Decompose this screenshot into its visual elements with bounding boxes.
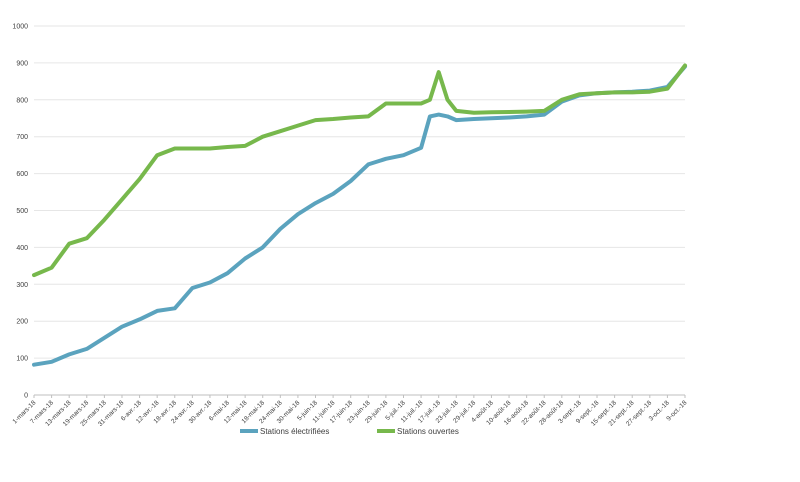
y-tick-label: 800 <box>16 97 28 104</box>
y-tick-label: 1000 <box>12 24 28 31</box>
y-tick-label: 0 <box>24 393 28 400</box>
series-line-opened <box>32 63 687 278</box>
y-tick-label: 100 <box>16 356 28 363</box>
y-tick-label: 700 <box>16 134 28 141</box>
gridlines <box>34 25 685 359</box>
y-tick-label: 400 <box>16 245 28 252</box>
y-tick-label: 200 <box>16 319 28 326</box>
y-tick-label: 300 <box>16 282 28 289</box>
series-line-electrified <box>32 64 687 367</box>
series-lines <box>32 63 687 367</box>
y-tick-label: 500 <box>16 208 28 215</box>
y-axis-tick-labels: 0 100 200 300 400 500 600 700 800 900 1000 <box>12 24 28 400</box>
legend-label-electrified: Stations électrifiées <box>260 427 329 436</box>
y-tick-label: 900 <box>16 60 28 67</box>
legend: Stations électrifiées Stations ouvertes <box>240 427 459 436</box>
legend-label-opened: Stations ouvertes <box>397 427 459 436</box>
x-axis-tick-labels: 1-mars-187-mars-1813-mars-1819-mars-1825… <box>12 395 689 428</box>
y-tick-label: 600 <box>16 171 28 178</box>
